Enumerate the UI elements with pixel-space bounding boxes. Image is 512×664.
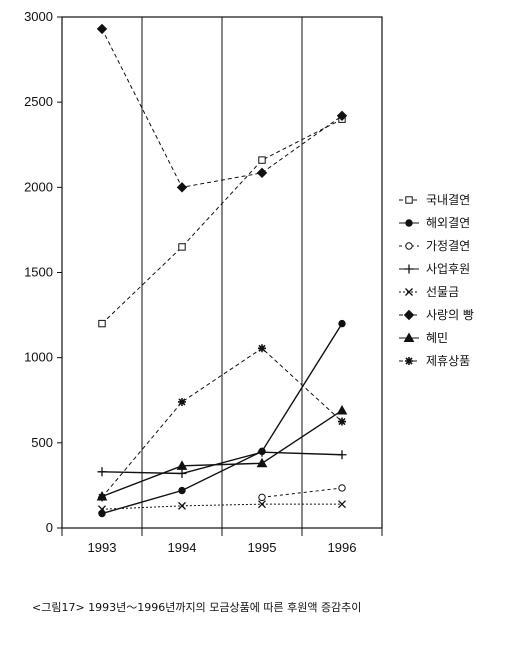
series-line xyxy=(101,28,343,188)
data-point xyxy=(405,288,413,296)
series-line xyxy=(261,487,343,498)
data-point xyxy=(258,344,266,353)
series-3 xyxy=(258,484,346,502)
data-point xyxy=(338,417,346,426)
legend-label: 혜민 xyxy=(426,331,448,345)
legend-label: 사업후원 xyxy=(426,262,470,276)
series-line xyxy=(101,118,343,324)
grid-lines xyxy=(141,17,303,528)
data-point xyxy=(178,243,186,251)
y-tick-label: 500 xyxy=(31,435,53,450)
x-tick-label: 1995 xyxy=(248,540,277,555)
y-tick-label: 1000 xyxy=(24,350,53,365)
data-point xyxy=(336,110,348,122)
series-line xyxy=(101,347,343,498)
data-point xyxy=(98,505,106,514)
series-layer xyxy=(96,23,348,518)
y-tick-label: 2500 xyxy=(24,94,53,109)
series-line xyxy=(101,409,343,498)
legend-label: 해외결연 xyxy=(426,216,470,230)
legend-entry: 국내결연 xyxy=(399,193,470,207)
y-axis: 0 500 1000 1500 2000 2500 3000 xyxy=(24,9,62,535)
y-tick-label: 3000 xyxy=(24,9,53,24)
legend-entry: 혜민 xyxy=(399,331,448,345)
data-point xyxy=(403,309,415,321)
series-line xyxy=(101,323,343,515)
legend-label: 가정결연 xyxy=(426,239,470,253)
data-point xyxy=(403,332,415,342)
data-point xyxy=(176,182,188,193)
data-point xyxy=(256,457,268,468)
data-point xyxy=(338,484,346,492)
series-5 xyxy=(98,500,346,514)
legend-entry: 해외결연 xyxy=(399,216,470,230)
data-point xyxy=(178,397,186,406)
data-point xyxy=(338,500,346,509)
x-axis: 1993 1994 1995 1996 xyxy=(61,528,383,555)
series-6 xyxy=(96,23,348,193)
data-point xyxy=(98,493,106,502)
legend-entry: 가정결연 xyxy=(399,239,470,253)
legend-label: 사랑의 빵 xyxy=(426,308,474,322)
data-point xyxy=(258,493,266,502)
legend-entry: 선물금 xyxy=(399,285,459,299)
series-4 xyxy=(97,447,347,478)
legend-label: 선물금 xyxy=(426,285,459,299)
data-point xyxy=(405,196,413,204)
legend-label: 제휴상품 xyxy=(426,354,470,368)
data-point xyxy=(336,404,348,415)
data-point xyxy=(337,450,347,460)
series-line xyxy=(101,503,342,510)
data-point xyxy=(338,319,346,328)
data-point xyxy=(177,468,187,478)
data-point xyxy=(258,500,266,509)
series-line xyxy=(101,451,343,475)
data-point xyxy=(98,319,106,328)
legend-label: 국내결연 xyxy=(426,193,470,207)
data-point xyxy=(405,357,413,365)
data-point xyxy=(97,467,107,477)
data-point xyxy=(178,486,186,495)
data-point xyxy=(404,264,414,274)
data-point xyxy=(258,156,266,164)
y-tick-label: 2000 xyxy=(24,179,53,194)
data-point xyxy=(256,167,268,179)
series-1 xyxy=(98,115,346,328)
x-tick-label: 1994 xyxy=(168,540,197,555)
data-point xyxy=(98,509,106,518)
data-point xyxy=(178,501,186,510)
y-tick-label: 0 xyxy=(46,520,53,535)
data-point xyxy=(257,447,267,457)
legend-entry: 사업후원 xyxy=(399,262,470,276)
figure-caption: <그림17> 1993년～1996년까지의 모금상품에 따른 후원액 증감추이 xyxy=(32,601,362,614)
y-tick-label: 1500 xyxy=(24,265,53,280)
x-tick-label: 1996 xyxy=(328,540,357,555)
x-tick-label: 1993 xyxy=(88,540,117,555)
data-point xyxy=(96,23,108,35)
data-point xyxy=(405,219,413,227)
legend-entry: 사랑의 빵 xyxy=(399,308,474,322)
series-8 xyxy=(98,344,346,502)
legend-entry: 제휴상품 xyxy=(399,354,470,368)
data-point xyxy=(405,242,413,250)
data-point xyxy=(176,460,188,470)
